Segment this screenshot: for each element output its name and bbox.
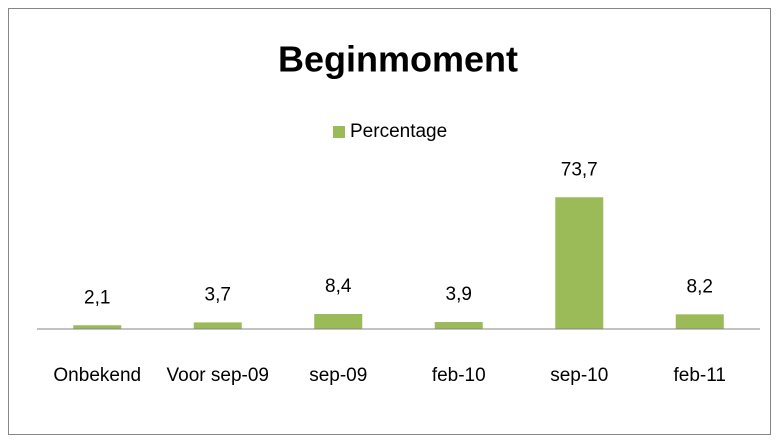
data-label: 2,1: [84, 287, 110, 308]
x-tick-label: feb-11: [673, 365, 726, 386]
data-label: 8,2: [687, 276, 713, 297]
x-tick-label: sep-10: [550, 365, 609, 386]
bar: [73, 325, 122, 329]
x-tick-label-box: Onbekend: [53, 365, 142, 386]
x-tick-label-box: Voor sep-09: [166, 365, 269, 386]
data-label: 73,7: [561, 159, 598, 180]
x-tick-label-box: feb-10: [431, 365, 486, 386]
x-tick-label: Voor sep-09: [166, 365, 269, 386]
x-tick-label: Onbekend: [53, 365, 142, 386]
chart-title: Beginmoment: [278, 39, 518, 80]
bar: [675, 314, 724, 329]
x-tick-label-box: feb-11: [673, 365, 726, 386]
x-tick-label-box: sep-10: [550, 365, 609, 386]
data-label: 8,4: [325, 276, 352, 297]
data-label: 3,7: [205, 284, 231, 305]
bar: [434, 322, 483, 329]
x-tick-label-box: sep-09: [309, 365, 368, 386]
bar: [193, 322, 242, 329]
data-label: 3,9: [446, 284, 472, 305]
bar: [314, 313, 363, 329]
legend-swatch: [333, 126, 345, 138]
bar: [555, 197, 604, 329]
legend-label: Percentage: [350, 121, 447, 142]
x-tick-label: sep-09: [309, 365, 368, 386]
x-tick-label: feb-10: [431, 365, 486, 386]
chart-border: [8, 8, 771, 435]
